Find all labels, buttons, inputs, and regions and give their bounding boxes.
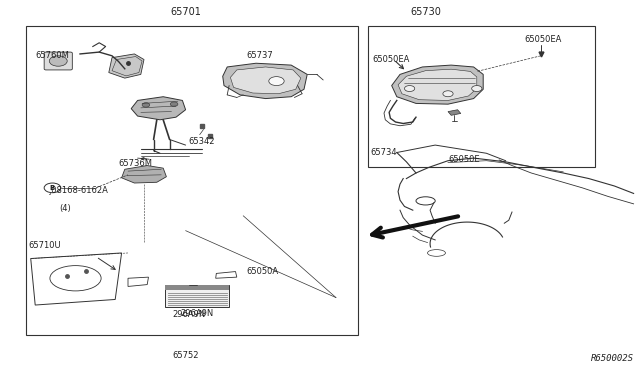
Text: ¸08168-6162A: ¸08168-6162A xyxy=(48,185,109,194)
Circle shape xyxy=(472,86,482,92)
Circle shape xyxy=(142,103,150,107)
Text: 65734: 65734 xyxy=(370,148,397,157)
Circle shape xyxy=(404,86,415,92)
Text: B: B xyxy=(50,185,55,191)
Text: 65737: 65737 xyxy=(246,51,273,60)
Text: 65736M: 65736M xyxy=(118,159,152,168)
Circle shape xyxy=(49,56,67,66)
Text: R650002S: R650002S xyxy=(591,354,634,363)
Text: 65760M: 65760M xyxy=(35,51,69,60)
Polygon shape xyxy=(109,54,144,78)
FancyBboxPatch shape xyxy=(44,52,72,70)
Polygon shape xyxy=(122,166,166,183)
Polygon shape xyxy=(230,67,301,94)
Text: 65050E: 65050E xyxy=(448,155,479,164)
Text: 65050A: 65050A xyxy=(246,267,278,276)
Polygon shape xyxy=(223,63,307,99)
FancyBboxPatch shape xyxy=(165,285,229,307)
Text: 65050EA: 65050EA xyxy=(525,35,562,44)
Text: 65752: 65752 xyxy=(173,351,199,360)
Text: 65050EA: 65050EA xyxy=(372,55,410,64)
Circle shape xyxy=(170,102,178,106)
Circle shape xyxy=(269,77,284,86)
Polygon shape xyxy=(392,65,483,104)
Text: (4): (4) xyxy=(60,204,71,213)
Polygon shape xyxy=(398,69,477,100)
Polygon shape xyxy=(448,110,461,115)
Circle shape xyxy=(443,91,453,97)
Text: 296A9N: 296A9N xyxy=(173,310,206,319)
Text: 65701: 65701 xyxy=(170,7,201,17)
Text: 65710U: 65710U xyxy=(29,241,61,250)
Text: 65342: 65342 xyxy=(189,137,215,146)
Polygon shape xyxy=(131,97,186,120)
FancyBboxPatch shape xyxy=(165,285,229,290)
Text: 65730: 65730 xyxy=(410,7,441,17)
Text: 296A9N: 296A9N xyxy=(180,309,214,318)
